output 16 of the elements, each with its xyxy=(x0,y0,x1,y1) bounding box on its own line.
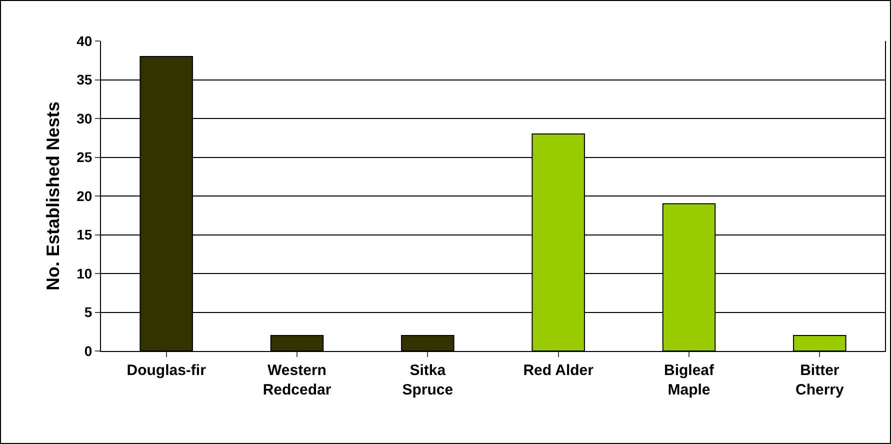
x-tick-label: Red Alder xyxy=(523,362,594,379)
y-tick-label: 30 xyxy=(76,110,92,126)
x-tick-label: Douglas-fir xyxy=(126,362,206,379)
x-tick-label: Western Redcedar xyxy=(262,362,332,398)
x-tick-label: Bitter Cherry xyxy=(795,362,845,398)
x-tick-label: Sitka Spruce xyxy=(402,362,454,398)
y-tick-label: 5 xyxy=(84,304,92,320)
y-tick-label: 25 xyxy=(76,149,92,166)
y-axis-title: No. Established Nests xyxy=(42,101,63,291)
y-tick-label: 35 xyxy=(76,72,92,88)
y-tick-label: 0 xyxy=(84,342,92,359)
y-tick-label: 40 xyxy=(76,32,92,49)
y-tick-label: 20 xyxy=(76,188,92,204)
y-tick-label: 15 xyxy=(76,226,92,243)
y-tick-label: 10 xyxy=(76,265,92,282)
x-tick-label: Bigleaf Maple xyxy=(664,362,716,398)
